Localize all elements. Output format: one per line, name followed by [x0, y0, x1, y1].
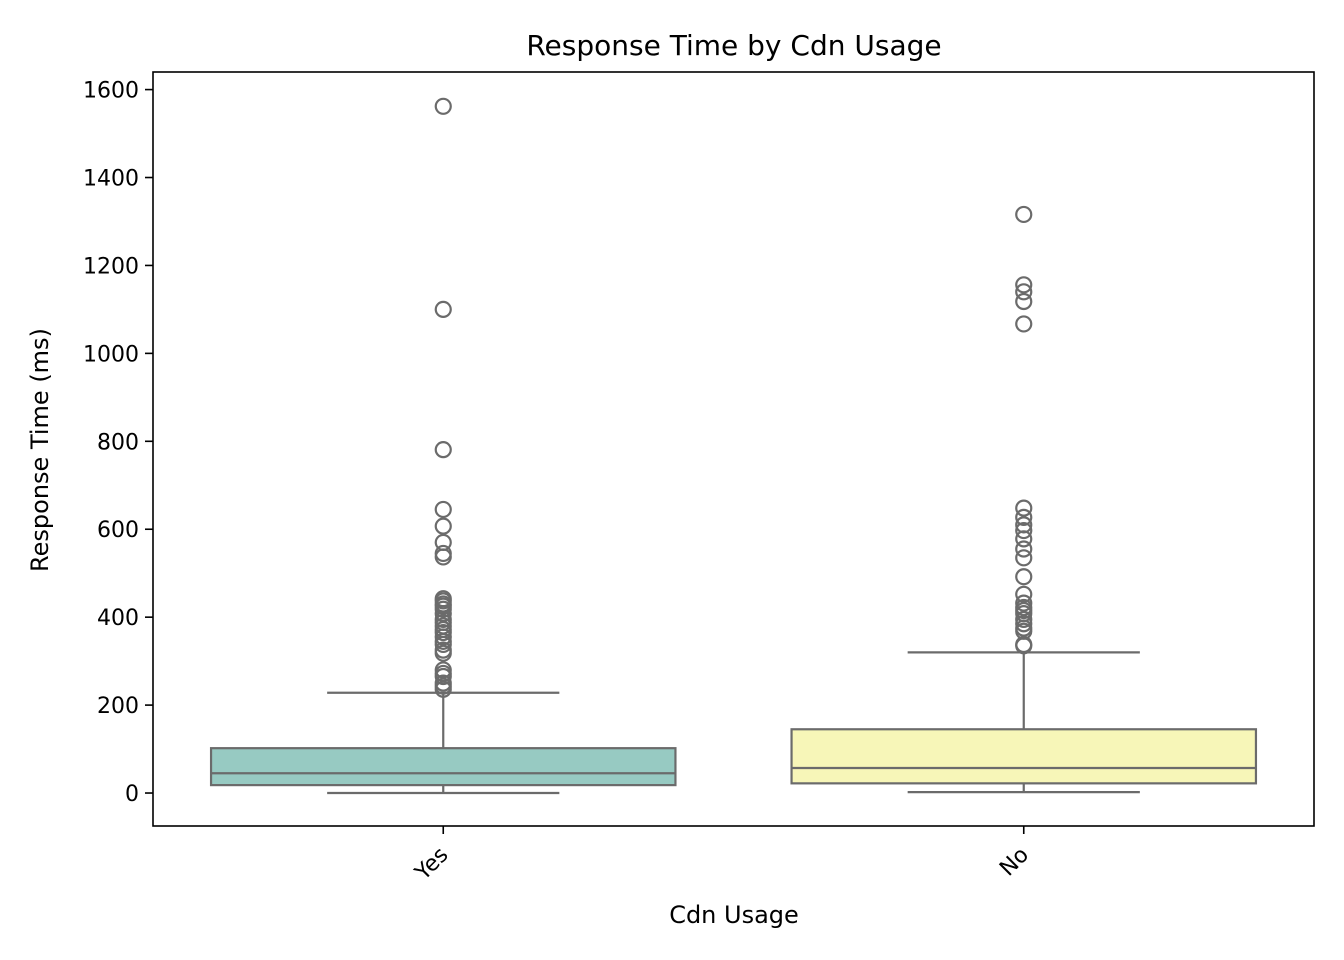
outlier-point — [434, 635, 452, 654]
plot-area — [209, 97, 1258, 795]
y-tick-label: 1200 — [83, 254, 139, 279]
outlier-point — [434, 517, 452, 535]
outlier-point — [1015, 530, 1033, 548]
outlier-point — [1015, 594, 1033, 612]
outlier-point — [1015, 508, 1033, 526]
y-tick-label: 1400 — [83, 167, 139, 192]
outlier-point — [434, 680, 452, 698]
outlier-point — [1015, 540, 1033, 558]
y-tick-label: 1000 — [83, 342, 139, 367]
outlier-point — [434, 600, 452, 618]
outlier-point — [1015, 549, 1033, 567]
outlier-point — [434, 300, 452, 319]
box-no — [790, 205, 1258, 794]
outlier-point — [434, 548, 452, 566]
outlier-point — [434, 500, 452, 519]
outlier-point — [434, 667, 452, 686]
outlier-point — [1015, 499, 1033, 517]
iqr-box — [209, 747, 677, 787]
outlier-point — [1015, 521, 1033, 540]
x-tick-label: Yes — [410, 843, 453, 886]
y-tick-label: 0 — [125, 782, 139, 807]
y-tick-label: 400 — [97, 606, 139, 631]
outlier-point — [1015, 283, 1033, 301]
outlier-point — [434, 441, 452, 459]
outlier-point — [1015, 292, 1033, 311]
y-tick-label: 800 — [97, 430, 139, 455]
x-tick-label: No — [995, 843, 1034, 882]
y-axis: 0 200 400 600 800 1000 1200 1400 1600 — [83, 79, 153, 807]
outlier-point — [1015, 276, 1033, 294]
outlier-point — [1015, 315, 1033, 333]
iqr-box — [790, 728, 1258, 785]
outlier-point — [434, 97, 452, 115]
outlier-point — [434, 644, 452, 662]
chart-title: Response Time by Cdn Usage — [526, 29, 941, 62]
plot-frame — [152, 71, 1315, 827]
outlier-point — [1015, 568, 1033, 586]
y-tick-label: 200 — [97, 694, 139, 719]
y-axis-label: Response Time (ms) — [26, 328, 54, 572]
outlier-point — [434, 628, 452, 646]
y-tick-label: 1600 — [83, 79, 139, 104]
outlier-point — [1015, 615, 1033, 633]
outlier-point — [1015, 610, 1033, 628]
x-axis: Yes No — [410, 826, 1034, 886]
outlier-point — [1015, 585, 1033, 603]
outlier-point — [434, 623, 452, 642]
box-yes — [209, 97, 677, 795]
y-tick-label: 600 — [97, 518, 139, 543]
outlier-point — [434, 544, 452, 563]
outlier-point — [1015, 205, 1033, 224]
x-axis-label: Cdn Usage — [669, 901, 799, 929]
outlier-point — [1015, 637, 1033, 655]
